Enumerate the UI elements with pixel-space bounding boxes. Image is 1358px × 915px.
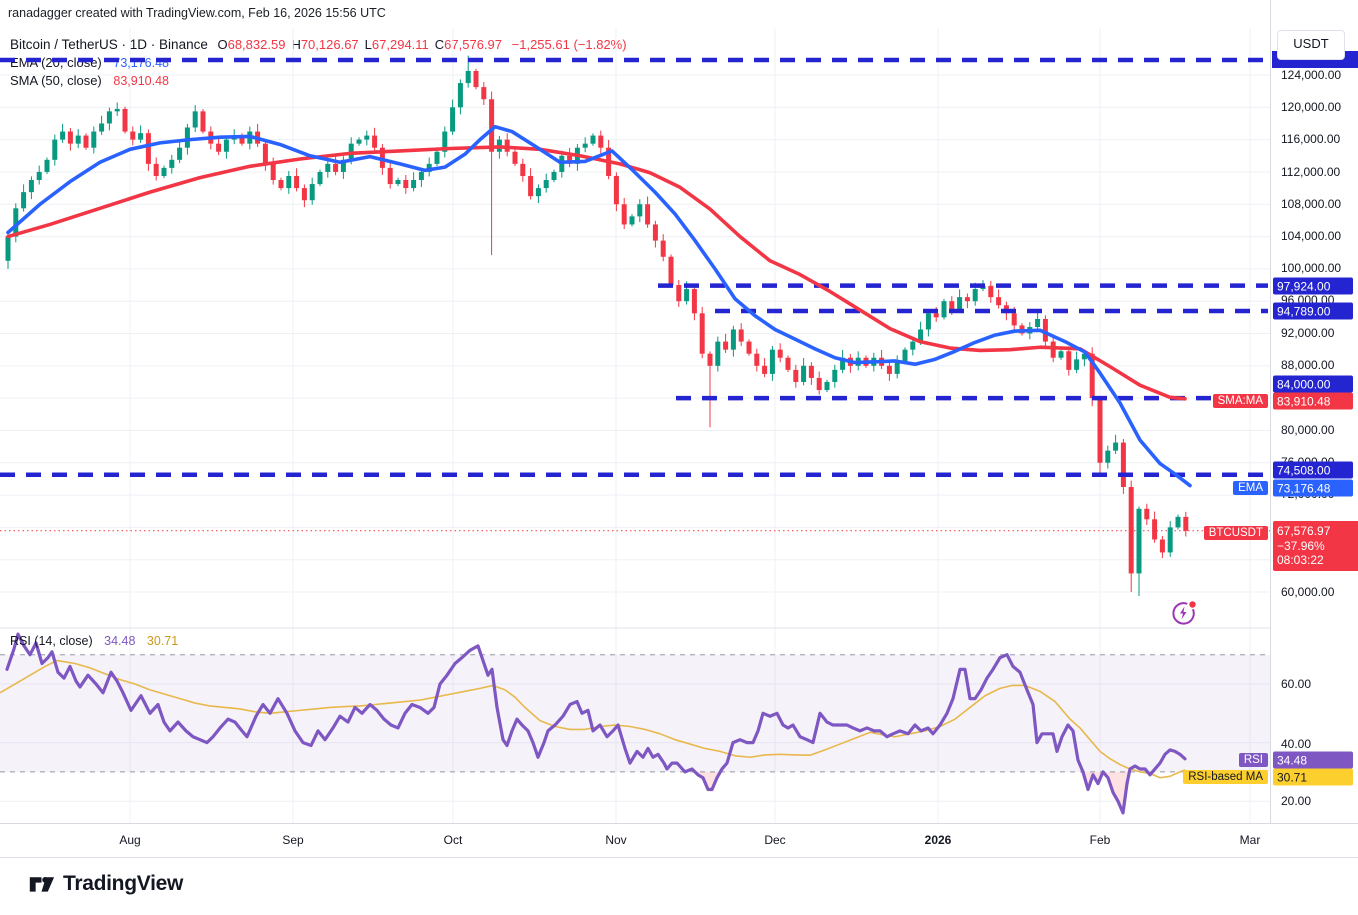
rsi-axis-label: 20.00 (1281, 794, 1312, 808)
time-axis-label: Feb (1089, 833, 1111, 847)
price-axis-label: 104,000.00 (1281, 229, 1342, 243)
symbol-ohlc-row[interactable]: Bitcoin / TetherUS · 1D · Binance O68,83… (10, 36, 627, 54)
flash-circle (1172, 602, 1195, 625)
ohlc-value: 70,126.67 (300, 37, 359, 52)
watermark-attribution: ranadagger created with TradingView.com,… (8, 6, 386, 20)
price-axis-label: 116,000.00 (1281, 132, 1341, 146)
tradingview-logo-icon (29, 877, 55, 892)
time-axis-scale[interactable]: Aug Sep Oct Nov Dec 2026 Feb Mar (0, 823, 1358, 858)
indicator-row-sma[interactable]: SMA (50, close) 83,910.48 (10, 72, 627, 91)
price-axis-label: 124,000.00 (1281, 68, 1342, 82)
time-axis-label: Aug (119, 833, 141, 847)
price-axis-label: 108,000.00 (1281, 197, 1342, 211)
flash-action-button[interactable] (1169, 599, 1197, 627)
rsi-label: RSI (14, close) (10, 634, 93, 648)
price-axis-label: 88,000.00 (1281, 358, 1335, 372)
time-axis-label: Dec (764, 833, 786, 847)
ohlc-label: O (217, 37, 228, 52)
ohlc-label: L (364, 37, 372, 52)
tradingview-logo[interactable]: TradingView (28, 870, 183, 897)
time-axis-label: 2026 (924, 833, 952, 847)
ema-value: 73,176.48 (113, 55, 169, 70)
ohlc-label: C (434, 37, 445, 52)
price-axis-label: 100,000.00 (1281, 261, 1342, 275)
tradingview-logo-text: TradingView (63, 871, 184, 895)
rsi-ma-value: 30.71 (146, 634, 179, 648)
price-level-badge: 84,000.00 (1273, 375, 1353, 393)
price-axis-label: 120,000.00 (1281, 100, 1342, 114)
price-level-badge: 73,176.48 (1273, 479, 1353, 497)
price-axis-label: 112,000.00 (1281, 165, 1341, 179)
rsi-value: 34.48 (104, 634, 136, 648)
time-axis-label: Nov (605, 833, 627, 847)
ohlc-value: 67,576.97 (444, 37, 503, 52)
rsi-value-badge: 30.71 (1273, 768, 1353, 786)
price-level-badge: 94,789.00 (1273, 302, 1353, 320)
lightning-icon (1180, 606, 1187, 620)
time-axis-label: Oct (443, 833, 463, 847)
price-axis-scale[interactable]: USDT 124,000.00 120,000.00 116,000.00 112,0… (1270, 0, 1358, 856)
currency-toggle-button[interactable]: USDT (1277, 30, 1345, 60)
rsi-value-badge: 34.48 (1273, 751, 1353, 769)
price-level-badge: 97,924.00 (1273, 277, 1353, 295)
ohlc-value: 67,294.11 (371, 37, 429, 52)
chart-canvas[interactable] (0, 0, 1270, 861)
ohlc-value: 68,832.59 (227, 37, 286, 52)
rsi-pane-legend[interactable]: RSI (14, close) 34.48 30.71 (10, 634, 178, 648)
price-axis-label: 80,000.00 (1281, 423, 1335, 437)
ohlc-values: O68,832.59 H70,126.67 L67,294.11 C67,576.97 (211, 37, 502, 52)
time-axis-label: Sep (282, 833, 304, 847)
ohlc-label: H (291, 37, 301, 52)
sma-value: 83,910.48 (113, 74, 169, 88)
sma-label: SMA (50, close) (10, 73, 102, 88)
last-price-badge: 67,576.97 −37.96% 08:03:22 (1273, 521, 1358, 571)
change-value: −1,255.61 (−1.82%) (511, 37, 627, 52)
time-axis-label: Mar (1239, 833, 1261, 847)
rsi-axis-label: 40.00 (1281, 737, 1312, 751)
price-level-badge: 83,910.48 (1273, 392, 1353, 410)
price-axis-label: 92,000.00 (1281, 326, 1335, 340)
notification-dot (1189, 601, 1196, 608)
price-pane-legend: Bitcoin / TetherUS · 1D · Binance O68,83… (10, 36, 627, 91)
rsi-axis-label: 60.00 (1281, 677, 1312, 691)
price-level-badge: 74,508.00 (1273, 461, 1353, 479)
price-axis-label: 60,000.00 (1281, 585, 1335, 599)
symbol-title: Bitcoin / TetherUS · 1D · Binance (10, 37, 208, 52)
